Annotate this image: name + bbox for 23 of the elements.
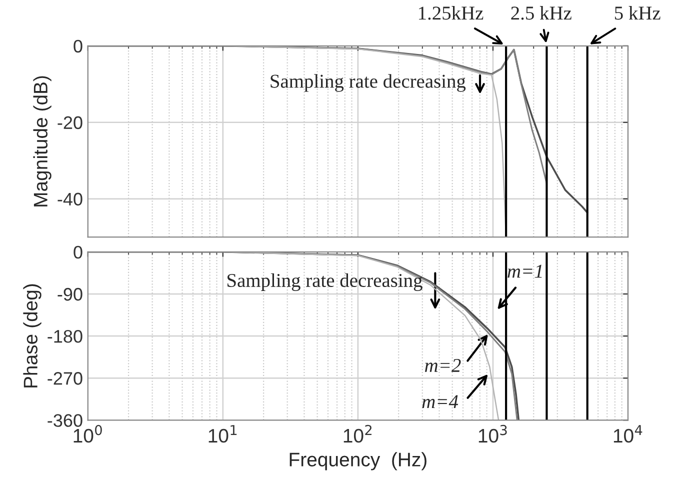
y-tick-label: 0 [74,40,82,53]
ref-line-label: 1.25kHz [419,6,484,20]
y-axis-title: Magnitude (dB) [33,76,52,206]
y-tick-label: -270 [48,372,82,385]
annotation: Sampling rate decreasing [228,273,422,292]
x-tick-label: 10$^{1}$ [208,425,237,443]
y-tick-label: -20 [58,116,82,130]
ref-line-label: 5 kHz [614,6,660,20]
annotation: m=2 [425,358,461,372]
y-tick-label: -180 [48,330,82,343]
x-tick-label: 10$^{4}$ [614,425,642,443]
annotation: m=4 [422,395,458,408]
y-tick-label: -90 [58,288,82,301]
x-tick-label: 10$^{3}$ [478,424,507,443]
y-axis-title: Phase (deg) [23,284,42,388]
annotation: Sampling rate decreasing [270,74,466,92]
y-tick-label: -40 [58,192,82,206]
annotation: m=1 [508,264,542,278]
y-tick-label: 0 [74,246,82,259]
y-tick-label: -360 [48,414,82,427]
x-tick-label: 10$^{2}$ [344,424,372,443]
x-axis-title: Frequency (Hz) [290,452,426,470]
ref-line-label: 2.5 kHz [511,6,572,20]
